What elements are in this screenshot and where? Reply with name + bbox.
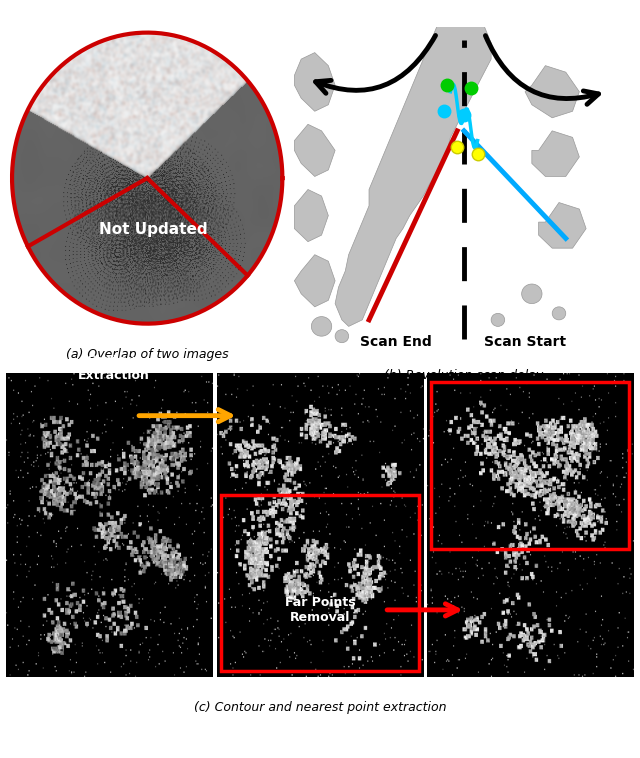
Polygon shape: [294, 190, 328, 242]
Polygon shape: [294, 52, 335, 111]
Polygon shape: [294, 124, 335, 177]
Bar: [431, 382, 630, 550]
Text: (c) Contour and nearest point extraction: (c) Contour and nearest point extraction: [194, 701, 446, 714]
Polygon shape: [532, 131, 579, 177]
Circle shape: [312, 317, 332, 337]
Text: (b) Revolution scan delay: (b) Revolution scan delay: [385, 369, 543, 382]
Circle shape: [522, 284, 542, 304]
Text: (a) Overlap of two images: (a) Overlap of two images: [66, 348, 228, 361]
Circle shape: [552, 307, 566, 320]
Text: Far Points
Removal: Far Points Removal: [285, 596, 355, 624]
Polygon shape: [539, 202, 586, 248]
Circle shape: [491, 313, 505, 327]
Polygon shape: [525, 66, 579, 117]
Circle shape: [335, 330, 349, 343]
Text: Contour
Extraction: Contour Extraction: [78, 354, 150, 382]
Text: Not Updated: Not Updated: [99, 222, 207, 237]
Polygon shape: [294, 255, 335, 307]
Polygon shape: [335, 27, 491, 327]
Text: Scan Start: Scan Start: [484, 335, 566, 349]
Bar: [221, 494, 419, 671]
Text: Scan End: Scan End: [360, 335, 432, 349]
